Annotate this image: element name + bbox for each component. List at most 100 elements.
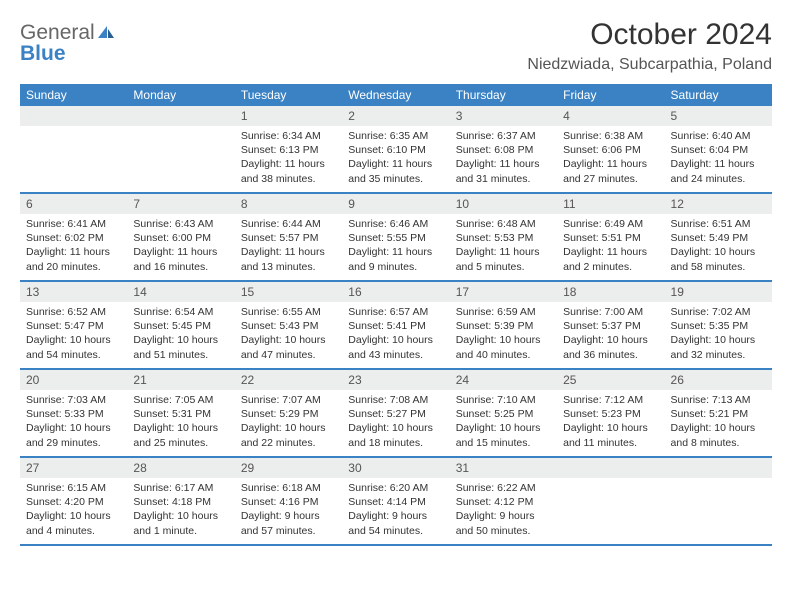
day-info: Sunrise: 7:13 AMSunset: 5:21 PMDaylight:… [665,390,772,455]
day-number: 12 [665,194,772,214]
weekday-friday: Friday [557,84,664,106]
month-title: October 2024 [527,18,772,52]
day-number: 7 [127,194,234,214]
day-cell: 25Sunrise: 7:12 AMSunset: 5:23 PMDayligh… [557,370,664,456]
empty-day-number [665,458,772,478]
day-cell: 22Sunrise: 7:07 AMSunset: 5:29 PMDayligh… [235,370,342,456]
day-cell: 21Sunrise: 7:05 AMSunset: 5:31 PMDayligh… [127,370,234,456]
day-number: 22 [235,370,342,390]
day-number: 9 [342,194,449,214]
day-info: Sunrise: 6:52 AMSunset: 5:47 PMDaylight:… [20,302,127,367]
day-cell: 4Sunrise: 6:38 AMSunset: 6:06 PMDaylight… [557,106,664,192]
day-cell: 11Sunrise: 6:49 AMSunset: 5:51 PMDayligh… [557,194,664,280]
weekday-monday: Monday [127,84,234,106]
day-number: 24 [450,370,557,390]
week-row: 6Sunrise: 6:41 AMSunset: 6:02 PMDaylight… [20,194,772,282]
day-number: 13 [20,282,127,302]
empty-cell [127,106,234,192]
day-cell: 17Sunrise: 6:59 AMSunset: 5:39 PMDayligh… [450,282,557,368]
weekday-saturday: Saturday [665,84,772,106]
weekday-header: SundayMondayTuesdayWednesdayThursdayFrid… [20,84,772,106]
day-number: 26 [665,370,772,390]
day-number: 6 [20,194,127,214]
day-number: 27 [20,458,127,478]
day-number: 31 [450,458,557,478]
day-number: 23 [342,370,449,390]
day-number: 11 [557,194,664,214]
day-number: 4 [557,106,664,126]
title-block: October 2024 Niedzwiada, Subcarpathia, P… [527,18,772,74]
day-number: 8 [235,194,342,214]
day-cell: 12Sunrise: 6:51 AMSunset: 5:49 PMDayligh… [665,194,772,280]
day-cell: 31Sunrise: 6:22 AMSunset: 4:12 PMDayligh… [450,458,557,544]
day-info: Sunrise: 6:55 AMSunset: 5:43 PMDaylight:… [235,302,342,367]
day-number: 18 [557,282,664,302]
empty-cell [557,458,664,544]
day-info: Sunrise: 6:46 AMSunset: 5:55 PMDaylight:… [342,214,449,279]
day-cell: 9Sunrise: 6:46 AMSunset: 5:55 PMDaylight… [342,194,449,280]
week-row: 27Sunrise: 6:15 AMSunset: 4:20 PMDayligh… [20,458,772,546]
day-number: 15 [235,282,342,302]
weekday-wednesday: Wednesday [342,84,449,106]
day-number: 1 [235,106,342,126]
day-info: Sunrise: 6:18 AMSunset: 4:16 PMDaylight:… [235,478,342,543]
day-info: Sunrise: 6:57 AMSunset: 5:41 PMDaylight:… [342,302,449,367]
day-cell: 30Sunrise: 6:20 AMSunset: 4:14 PMDayligh… [342,458,449,544]
day-info: Sunrise: 6:43 AMSunset: 6:00 PMDaylight:… [127,214,234,279]
empty-day-number [127,106,234,126]
day-cell: 6Sunrise: 6:41 AMSunset: 6:02 PMDaylight… [20,194,127,280]
day-info: Sunrise: 7:03 AMSunset: 5:33 PMDaylight:… [20,390,127,455]
calendar-page: GeneralBlue October 2024 Niedzwiada, Sub… [0,0,792,546]
day-number: 29 [235,458,342,478]
weekday-thursday: Thursday [450,84,557,106]
day-number: 3 [450,106,557,126]
day-cell: 20Sunrise: 7:03 AMSunset: 5:33 PMDayligh… [20,370,127,456]
weeks-container: 1Sunrise: 6:34 AMSunset: 6:13 PMDaylight… [20,106,772,546]
empty-cell [20,106,127,192]
day-cell: 18Sunrise: 7:00 AMSunset: 5:37 PMDayligh… [557,282,664,368]
day-number: 17 [450,282,557,302]
day-number: 10 [450,194,557,214]
logo-blue: Blue [20,42,66,65]
day-info: Sunrise: 6:15 AMSunset: 4:20 PMDaylight:… [20,478,127,543]
day-cell: 28Sunrise: 6:17 AMSunset: 4:18 PMDayligh… [127,458,234,544]
day-number: 28 [127,458,234,478]
empty-day-number [20,106,127,126]
day-info: Sunrise: 6:38 AMSunset: 6:06 PMDaylight:… [557,126,664,191]
day-cell: 16Sunrise: 6:57 AMSunset: 5:41 PMDayligh… [342,282,449,368]
day-cell: 19Sunrise: 7:02 AMSunset: 5:35 PMDayligh… [665,282,772,368]
empty-day-number [557,458,664,478]
day-number: 21 [127,370,234,390]
day-info: Sunrise: 6:37 AMSunset: 6:08 PMDaylight:… [450,126,557,191]
day-info: Sunrise: 6:51 AMSunset: 5:49 PMDaylight:… [665,214,772,279]
day-number: 25 [557,370,664,390]
day-info: Sunrise: 6:40 AMSunset: 6:04 PMDaylight:… [665,126,772,191]
day-cell: 23Sunrise: 7:08 AMSunset: 5:27 PMDayligh… [342,370,449,456]
day-info: Sunrise: 7:05 AMSunset: 5:31 PMDaylight:… [127,390,234,455]
day-info: Sunrise: 6:41 AMSunset: 6:02 PMDaylight:… [20,214,127,279]
day-cell: 2Sunrise: 6:35 AMSunset: 6:10 PMDaylight… [342,106,449,192]
day-cell: 3Sunrise: 6:37 AMSunset: 6:08 PMDaylight… [450,106,557,192]
day-info: Sunrise: 6:34 AMSunset: 6:13 PMDaylight:… [235,126,342,191]
day-cell: 27Sunrise: 6:15 AMSunset: 4:20 PMDayligh… [20,458,127,544]
day-info: Sunrise: 7:00 AMSunset: 5:37 PMDaylight:… [557,302,664,367]
week-row: 1Sunrise: 6:34 AMSunset: 6:13 PMDaylight… [20,106,772,194]
day-cell: 10Sunrise: 6:48 AMSunset: 5:53 PMDayligh… [450,194,557,280]
day-info: Sunrise: 6:49 AMSunset: 5:51 PMDaylight:… [557,214,664,279]
day-cell: 5Sunrise: 6:40 AMSunset: 6:04 PMDaylight… [665,106,772,192]
day-cell: 15Sunrise: 6:55 AMSunset: 5:43 PMDayligh… [235,282,342,368]
day-cell: 8Sunrise: 6:44 AMSunset: 5:57 PMDaylight… [235,194,342,280]
location: Niedzwiada, Subcarpathia, Poland [527,56,772,74]
day-cell: 13Sunrise: 6:52 AMSunset: 5:47 PMDayligh… [20,282,127,368]
logo-general: General [20,21,95,44]
day-info: Sunrise: 6:17 AMSunset: 4:18 PMDaylight:… [127,478,234,543]
day-info: Sunrise: 7:12 AMSunset: 5:23 PMDaylight:… [557,390,664,455]
day-number: 16 [342,282,449,302]
day-number: 2 [342,106,449,126]
day-info: Sunrise: 7:02 AMSunset: 5:35 PMDaylight:… [665,302,772,367]
day-info: Sunrise: 6:54 AMSunset: 5:45 PMDaylight:… [127,302,234,367]
day-cell: 14Sunrise: 6:54 AMSunset: 5:45 PMDayligh… [127,282,234,368]
day-number: 19 [665,282,772,302]
day-cell: 7Sunrise: 6:43 AMSunset: 6:00 PMDaylight… [127,194,234,280]
day-info: Sunrise: 7:08 AMSunset: 5:27 PMDaylight:… [342,390,449,455]
